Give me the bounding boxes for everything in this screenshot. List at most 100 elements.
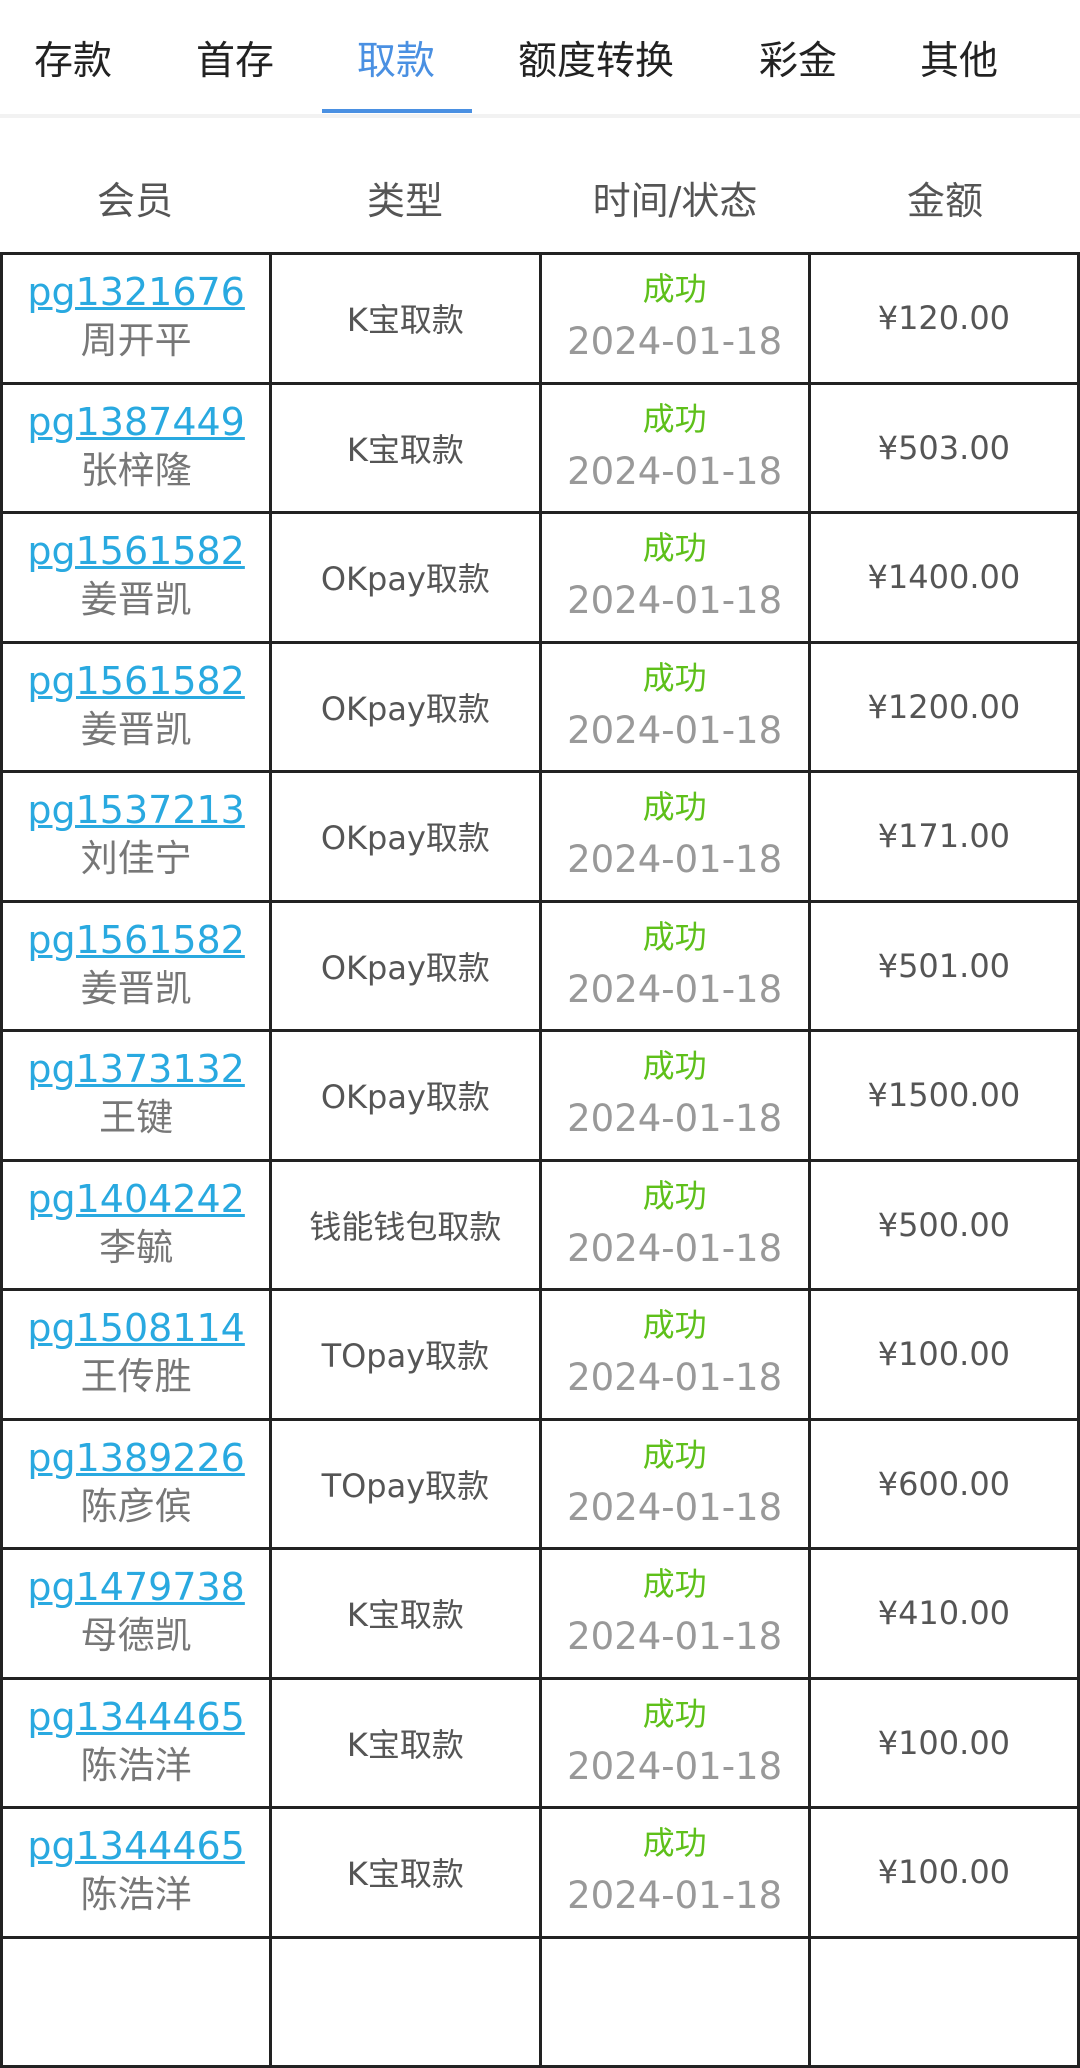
date-text: 2024-01-18 [567, 838, 783, 882]
amount-cell: ¥171.00 [807, 770, 1080, 903]
member-name: 李毓 [99, 1225, 174, 1269]
tab-bonus[interactable]: 彩金 [759, 39, 838, 84]
status-text: 成功 [642, 1435, 707, 1474]
time-status-cell: 成功 2024-01-18 [538, 770, 811, 903]
type-cell: OKpay取款 [269, 640, 542, 773]
member-link[interactable]: pg1508114 [27, 1306, 245, 1351]
status-text: 成功 [642, 1824, 707, 1863]
active-tab-indicator [322, 109, 472, 113]
status-text: 成功 [642, 270, 707, 309]
time-status-cell: 成功 2024-01-18 [538, 1547, 811, 1680]
tab-other[interactable]: 其他 [920, 39, 999, 84]
date-text: 2024-01-18 [567, 967, 783, 1011]
date-text: 2024-01-18 [567, 1615, 783, 1659]
amount-cell: ¥100.00 [807, 1676, 1080, 1809]
status-text: 成功 [642, 399, 707, 438]
time-status-cell: 成功 2024-01-18 [538, 1029, 811, 1162]
type-cell: K宝取款 [269, 1676, 542, 1809]
type-cell: 钱能钱包取款 [269, 1158, 542, 1291]
member-name: 陈彦傧 [80, 1484, 192, 1528]
member-link[interactable]: pg1344465 [27, 1824, 245, 1869]
type-cell: TOpay取款 [269, 1288, 542, 1421]
amount-cell: ¥1400.00 [807, 511, 1080, 644]
table-row: pg1387449 张梓隆 K宝取款 成功 2024-01-18 ¥503.00 [0, 381, 1080, 514]
date-text: 2024-01-18 [567, 1226, 783, 1270]
member-cell: pg1404242 李毓 [0, 1158, 273, 1291]
date-text: 2024-01-18 [567, 1097, 783, 1141]
empty-cell [0, 1935, 273, 2068]
member-cell: pg1344465 陈浩洋 [0, 1806, 273, 1939]
member-link[interactable]: pg1404242 [27, 1176, 245, 1221]
table-row: pg1344465 陈浩洋 K宝取款 成功 2024-01-18 ¥100.00 [0, 1806, 1080, 1939]
member-link[interactable]: pg1344465 [27, 1694, 245, 1739]
member-link[interactable]: pg1373132 [27, 1047, 245, 1092]
header-member: 会员 [96, 179, 173, 223]
member-link[interactable]: pg1479738 [27, 1565, 245, 1610]
type-cell: K宝取款 [269, 381, 542, 514]
amount-cell: ¥100.00 [807, 1806, 1080, 1939]
member-cell: pg1389226 陈彦傧 [0, 1417, 273, 1550]
time-status-cell: 成功 2024-01-18 [538, 1158, 811, 1291]
member-name: 母德凯 [80, 1614, 192, 1658]
member-link[interactable]: pg1321676 [27, 270, 245, 315]
member-link[interactable]: pg1561582 [27, 529, 245, 574]
time-status-cell: 成功 2024-01-18 [538, 640, 811, 773]
header-amount: 金额 [906, 179, 983, 223]
member-cell: pg1387449 张梓隆 [0, 381, 273, 514]
status-text: 成功 [642, 788, 707, 827]
table-header: 会员 类型 时间/状态 金额 [0, 122, 1080, 253]
status-text: 成功 [642, 1176, 707, 1215]
status-text: 成功 [642, 1565, 707, 1604]
type-cell: OKpay取款 [269, 511, 542, 644]
member-cell: pg1373132 王键 [0, 1029, 273, 1162]
time-status-cell: 成功 2024-01-18 [538, 1806, 811, 1939]
member-cell: pg1537213 刘佳宁 [0, 770, 273, 903]
member-cell: pg1321676 周开平 [0, 252, 273, 385]
member-link[interactable]: pg1561582 [27, 917, 245, 962]
amount-cell: ¥1200.00 [807, 640, 1080, 773]
status-text: 成功 [642, 1694, 707, 1733]
table-row: pg1404242 李毓 钱能钱包取款 成功 2024-01-18 ¥500.00 [0, 1158, 1080, 1291]
member-link[interactable]: pg1561582 [27, 658, 245, 703]
empty-cell [269, 1935, 542, 2068]
member-cell: pg1508114 王传胜 [0, 1288, 273, 1421]
member-name: 姜晋凯 [80, 707, 192, 751]
tab-withdraw[interactable]: 取款 [357, 39, 436, 84]
table-row: pg1537213 刘佳宁 OKpay取款 成功 2024-01-18 ¥171.0… [0, 770, 1080, 903]
member-link[interactable]: pg1387449 [27, 399, 245, 444]
date-text: 2024-01-18 [567, 1744, 783, 1788]
empty-cell [807, 1935, 1080, 2068]
amount-cell: ¥600.00 [807, 1417, 1080, 1550]
date-text: 2024-01-18 [567, 579, 783, 623]
tab-credit-transfer[interactable]: 额度转换 [518, 39, 675, 84]
date-text: 2024-01-18 [567, 1874, 783, 1918]
date-text: 2024-01-18 [567, 1485, 783, 1529]
member-cell: pg1561582 姜晋凯 [0, 511, 273, 644]
status-text: 成功 [642, 1047, 707, 1086]
member-name: 姜晋凯 [80, 966, 192, 1010]
status-text: 成功 [642, 1306, 707, 1345]
date-text: 2024-01-18 [567, 1356, 783, 1400]
member-link[interactable]: pg1389226 [27, 1435, 245, 1480]
member-name: 姜晋凯 [80, 578, 192, 622]
table-row: pg1561582 姜晋凯 OKpay取款 成功 2024-01-18 ¥1200.… [0, 640, 1080, 773]
table-row: pg1344465 陈浩洋 K宝取款 成功 2024-01-18 ¥100.00 [0, 1676, 1080, 1809]
type-cell: OKpay取款 [269, 899, 542, 1032]
member-link[interactable]: pg1537213 [27, 788, 245, 833]
member-name: 王键 [99, 1096, 174, 1140]
member-name: 刘佳宁 [80, 837, 192, 881]
table-row: pg1508114 王传胜 TOpay取款 成功 2024-01-18 ¥100.0… [0, 1288, 1080, 1421]
member-name: 张梓隆 [80, 448, 192, 492]
table-row: pg1561582 姜晋凯 OKpay取款 成功 2024-01-18 ¥1400.… [0, 511, 1080, 644]
tab-deposit[interactable]: 存款 [34, 39, 113, 84]
date-text: 2024-01-18 [567, 708, 783, 752]
status-text: 成功 [642, 917, 707, 956]
amount-cell: ¥410.00 [807, 1547, 1080, 1680]
tab-first-deposit[interactable]: 首存 [196, 39, 275, 84]
member-name: 陈浩洋 [80, 1743, 192, 1787]
time-status-cell: 成功 2024-01-18 [538, 381, 811, 514]
table-row: pg1321676 周开平 K宝取款 成功 2024-01-18 ¥120.00 [0, 252, 1080, 385]
time-status-cell: 成功 2024-01-18 [538, 1417, 811, 1550]
member-cell: pg1561582 姜晋凯 [0, 899, 273, 1032]
empty-cell [538, 1935, 811, 2068]
